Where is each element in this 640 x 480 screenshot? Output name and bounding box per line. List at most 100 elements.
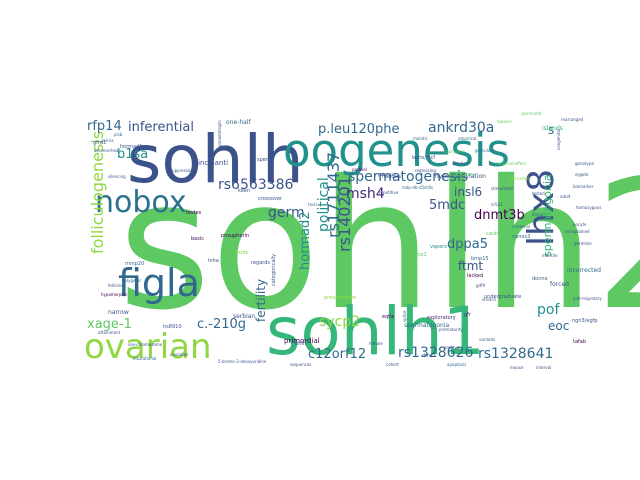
cloud-word: ngn3/egfp <box>572 318 598 324</box>
cloud-word: pof <box>537 302 560 318</box>
cloud-word: islands <box>542 125 563 132</box>
cloud-word: oogenesis <box>283 124 510 177</box>
cloud-word: political <box>316 177 332 232</box>
cloud-word: bmp4 <box>532 212 544 217</box>
cloud-word: fertility <box>254 279 268 322</box>
cloud-word: adult <box>560 194 571 199</box>
cloud-word: hormad2 <box>298 212 313 270</box>
cloud-word: c12orf12 <box>308 347 366 362</box>
cloud-word: hypomorphic <box>101 292 127 297</box>
cloud-word: sequences <box>290 362 311 367</box>
cloud-word: amenorrhea <box>94 148 119 153</box>
cloud-word: tesis <box>308 202 317 207</box>
cloud-word: infertile <box>542 253 558 258</box>
cloud-word: dmc1 <box>422 353 436 359</box>
cloud-word: spermatid <box>521 111 542 116</box>
cloud-word: cohort <box>386 362 399 367</box>
cloud-word: phsuphorin <box>221 233 249 239</box>
cloud-word: anti-migratory <box>573 296 602 301</box>
cloud-word: eqtls <box>382 314 395 320</box>
cloud-word: nanos3 <box>512 234 530 240</box>
cloud-word: 5mdc <box>429 198 465 213</box>
cloud-word: plsb <box>114 132 123 137</box>
cloud-word: donne <box>532 276 548 282</box>
cloud-word: boris/ctcf <box>412 155 435 161</box>
cloud-word: dppa5 <box>447 237 488 252</box>
cloud-word: tafab <box>573 339 586 345</box>
cloud-word: ankrd30a <box>428 120 494 136</box>
cloud-word: crossover <box>258 196 283 202</box>
cloud-word: polygenic <box>122 278 141 283</box>
cloud-word: stretch <box>482 297 496 302</box>
cloud-word: rs1711437 <box>324 152 343 238</box>
cloud-word: empirical <box>458 136 477 141</box>
cloud-word: germline <box>574 241 592 246</box>
cloud-word: mdp-db-d5stills <box>402 185 433 190</box>
cloud-word: incorrected <box>567 267 601 274</box>
cloud-word: oocyte <box>573 222 587 227</box>
cloud-word: apoptosis <box>447 362 466 367</box>
cloud-word: deletion <box>452 161 469 166</box>
cloud-word: pachytene <box>444 149 466 154</box>
cloud-word: genotype <box>575 161 594 166</box>
cloud-word: rs1328626 <box>398 345 473 361</box>
cloud-word: suppressor <box>170 168 192 173</box>
cloud-word: gfr <box>464 312 472 318</box>
cloud-word: educational <box>133 356 156 361</box>
cloud-word: inchianti <box>198 159 228 167</box>
cloud-word: nr5a1 <box>491 202 503 207</box>
cloud-word: hypomethylation <box>435 173 486 180</box>
cloud-word: lacked <box>467 273 483 279</box>
cloud-word: follicles <box>108 283 123 288</box>
cloud-word: congenital <box>556 129 561 150</box>
cloud-word: granulosa <box>475 148 495 153</box>
cloud-word: meiosis <box>382 174 401 180</box>
cloud-word: interval <box>536 365 551 370</box>
cloud-word: paternal <box>378 172 395 177</box>
cloud-word: rs140201 <box>335 176 354 252</box>
cloud-word: homozygous <box>576 205 601 210</box>
cloud-word: maternal <box>512 224 530 229</box>
cloud-word: sex-chromosome <box>128 342 163 347</box>
cloud-word: bmp15 <box>471 256 489 262</box>
cloud-word: c.-210g <box>197 317 246 332</box>
cloud-word: regards <box>251 260 270 266</box>
cloud-word: unexplained <box>565 229 590 234</box>
cloud-word: spermatogonia <box>404 322 449 329</box>
cloud-word: rs1328641 <box>478 346 553 362</box>
cloud-word: repetitive <box>379 190 399 195</box>
cloud-word: maternal-effect <box>495 161 526 166</box>
cloud-word: folliculogenesis <box>88 131 107 254</box>
cloud-word: hs8910 <box>163 324 182 330</box>
cloud-word: mouse <box>510 365 524 370</box>
cloud-word: mmp20 <box>125 261 144 267</box>
cloud-word: figla <box>118 261 200 305</box>
cloud-word: msh4 <box>346 186 385 202</box>
cloud-word: ovarian <box>84 327 212 367</box>
cloud-word: categorically <box>271 254 277 286</box>
cloud-word: germ <box>268 205 305 221</box>
cloud-word: tested <box>532 191 545 196</box>
cloud-word: sohlh2 <box>118 142 640 349</box>
cloud-word: prematurity <box>439 327 463 332</box>
cloud-word: p.leu120phe <box>318 122 400 137</box>
cloud-word: inferential <box>128 120 194 135</box>
cloud-word: splice <box>402 310 407 322</box>
cloud-word: xage-1 <box>87 317 132 332</box>
cloud-word: spermatogenesis <box>348 169 468 185</box>
cloud-word: biomarker <box>573 184 594 189</box>
cloud-word: 5-bromo-2-deoxyuridine <box>218 359 267 364</box>
cloud-word: parallel <box>352 167 367 172</box>
cloud-word: lhx8 <box>521 169 562 246</box>
cloud-word: vapers <box>430 244 447 250</box>
cloud-word: female <box>369 341 383 346</box>
cloud-word: tubules <box>497 119 512 124</box>
cloud-word: forced <box>550 281 569 288</box>
cloud-word: undergraduate <box>484 294 521 300</box>
cloud-word: mirna <box>102 138 114 143</box>
cloud-word: attainment <box>98 330 121 335</box>
cloud-word: variants <box>479 337 495 342</box>
